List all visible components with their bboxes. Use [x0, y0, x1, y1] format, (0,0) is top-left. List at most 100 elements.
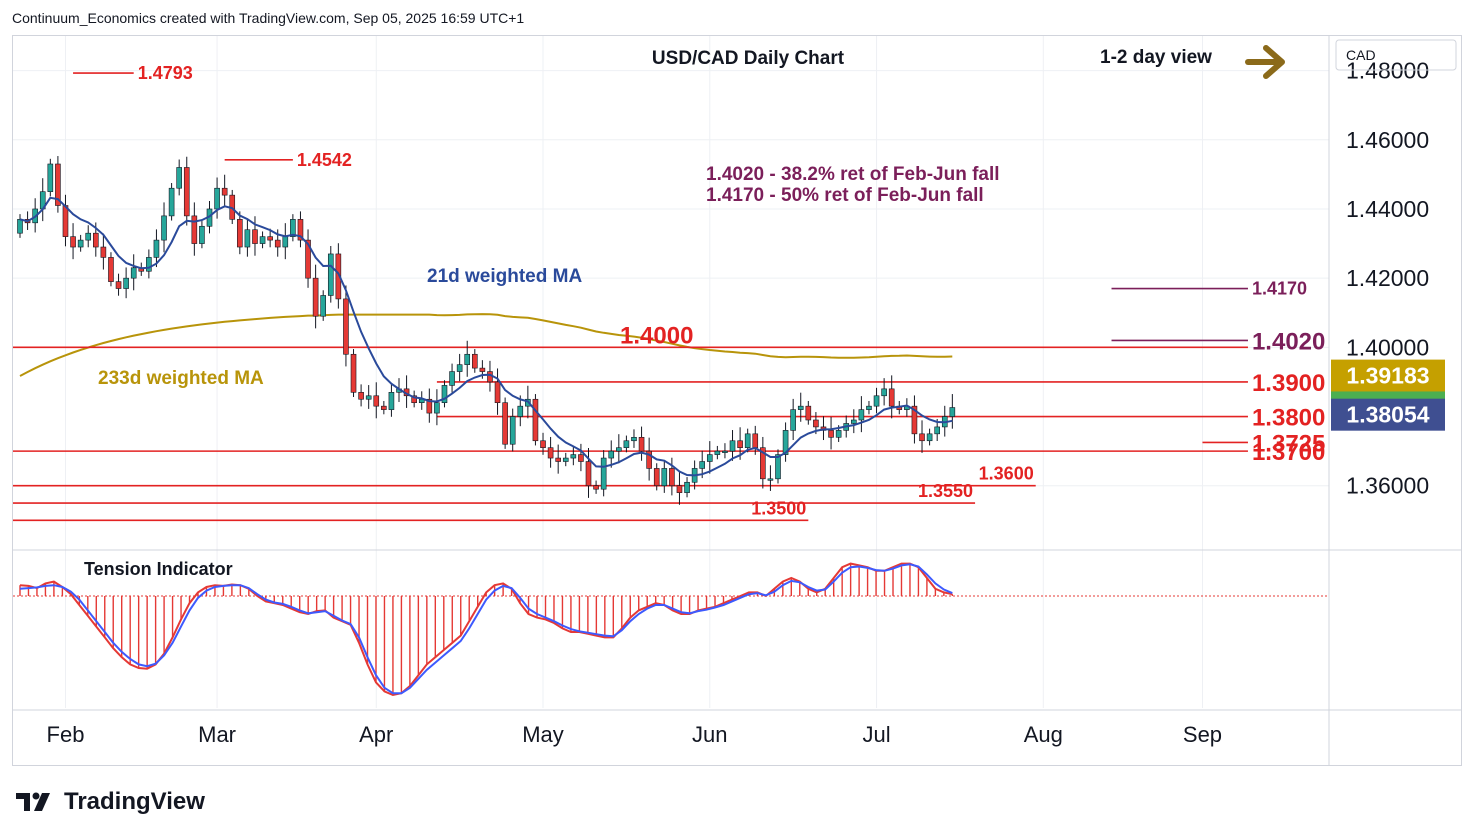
annotations: 1.4793 1.4542 1.4170 1.4020 1.4000 1.3900 1.38… — [98, 45, 1325, 518]
chart-credit: Continuum_Economics created with Trading… — [12, 10, 525, 26]
candle-body — [706, 454, 713, 462]
candle-body — [168, 187, 175, 217]
candle-body — [760, 447, 766, 480]
candle-body — [464, 353, 471, 365]
candle-body — [252, 229, 258, 244]
candle-body — [130, 267, 137, 279]
price-tag-label: 1.39183 — [1346, 363, 1429, 389]
candle-body — [608, 450, 615, 459]
candle-body — [767, 478, 774, 481]
level-label: 1.4170 — [1252, 279, 1307, 299]
osc-fast-line — [19, 562, 953, 697]
candle-body — [62, 205, 69, 237]
candle-body — [570, 454, 577, 459]
candle-body — [335, 253, 342, 300]
candle-body — [669, 468, 675, 487]
currency-box — [1335, 39, 1457, 71]
candle-body — [540, 440, 546, 448]
candle-body — [616, 447, 622, 452]
candle-body — [108, 257, 114, 282]
candle-body — [532, 398, 539, 442]
candle-body — [93, 232, 99, 248]
ma21-label: 21d weighted MA — [427, 266, 582, 287]
candle-body — [684, 481, 690, 493]
candle-body — [502, 402, 508, 445]
view-label: 1-2 day view — [1100, 47, 1212, 68]
sideways-arrow-icon — [1245, 45, 1285, 79]
candle-body — [123, 277, 129, 289]
candle-body — [850, 419, 857, 424]
fib-note: 1.4170 - 50% ret of Feb-Jun fall — [706, 185, 984, 206]
level-label: 1.4542 — [297, 150, 352, 170]
candle-body — [327, 253, 334, 296]
candle-body — [305, 239, 311, 279]
ma233-line — [19, 313, 953, 377]
candle-body — [881, 388, 887, 397]
candle-body — [873, 395, 880, 407]
x-tick-label: Jul — [862, 722, 890, 747]
candle-body — [919, 433, 925, 442]
candle-body — [722, 450, 728, 453]
candle-body — [631, 436, 637, 442]
candle-body — [479, 367, 486, 372]
candle-body — [441, 385, 448, 404]
candle-body — [176, 167, 182, 189]
x-tick-label: Jun — [692, 722, 727, 747]
candle-body — [297, 219, 304, 241]
candle-body — [449, 371, 455, 386]
candle-body — [797, 405, 804, 410]
candle-body — [585, 461, 592, 487]
candle-body — [85, 232, 92, 241]
candle-body — [911, 405, 918, 435]
level-label: 1.3600 — [979, 464, 1034, 484]
candle-body — [729, 440, 736, 452]
level-label: 1.3725 — [1252, 430, 1325, 457]
candle-body — [17, 219, 23, 234]
candle-body — [373, 395, 380, 407]
candle-body — [790, 409, 796, 431]
candle-body — [320, 295, 327, 317]
candle-body — [866, 405, 872, 410]
ma233-layer — [19, 313, 953, 377]
x-tick-label: Mar — [198, 722, 236, 747]
candle-body — [752, 433, 759, 448]
candle-body — [77, 239, 84, 248]
price-tag — [1331, 359, 1445, 392]
x-tick-label: Aug — [1024, 722, 1063, 747]
candle-body — [274, 239, 281, 248]
candle-body — [434, 402, 440, 414]
candle-body — [100, 246, 107, 258]
candle-body — [813, 419, 819, 428]
candle-body — [828, 430, 834, 438]
chart-frame — [12, 35, 1462, 766]
candlestick-series — [17, 156, 956, 505]
candle-body — [638, 436, 645, 452]
x-tick-label: Apr — [359, 722, 393, 747]
level-label: 1.3900 — [1252, 370, 1325, 397]
candle-body — [646, 450, 652, 469]
candle-body — [858, 409, 865, 421]
fib-note: 1.4020 - 38.2% ret of Feb-Jun fall — [706, 164, 1000, 185]
candle-body — [290, 219, 296, 237]
tradingview-logo[interactable]: TradingView — [14, 788, 205, 816]
candle-body — [494, 381, 501, 404]
axes: 1.48000 1.46000 1.44000 1.42000 1.40000 1.360… — [13, 36, 1461, 765]
candle-body — [312, 277, 319, 317]
candle-body — [267, 236, 273, 241]
candle-body — [161, 215, 167, 241]
candle-body — [183, 167, 190, 217]
candle-body — [426, 398, 433, 414]
candle-body — [714, 450, 721, 455]
tension-indicator-label: Tension Indicator — [84, 559, 233, 579]
candle-body — [456, 364, 463, 372]
candle-body — [555, 457, 561, 462]
arrow-head — [1263, 45, 1285, 79]
chart-title: USD/CAD Daily Chart — [652, 48, 845, 69]
candle-body — [547, 447, 554, 459]
candle-body — [343, 298, 349, 355]
candle-body — [153, 239, 160, 258]
candle-body — [381, 405, 387, 410]
ma233-label: 233d weighted MA — [98, 368, 264, 389]
candle-body — [949, 407, 956, 417]
